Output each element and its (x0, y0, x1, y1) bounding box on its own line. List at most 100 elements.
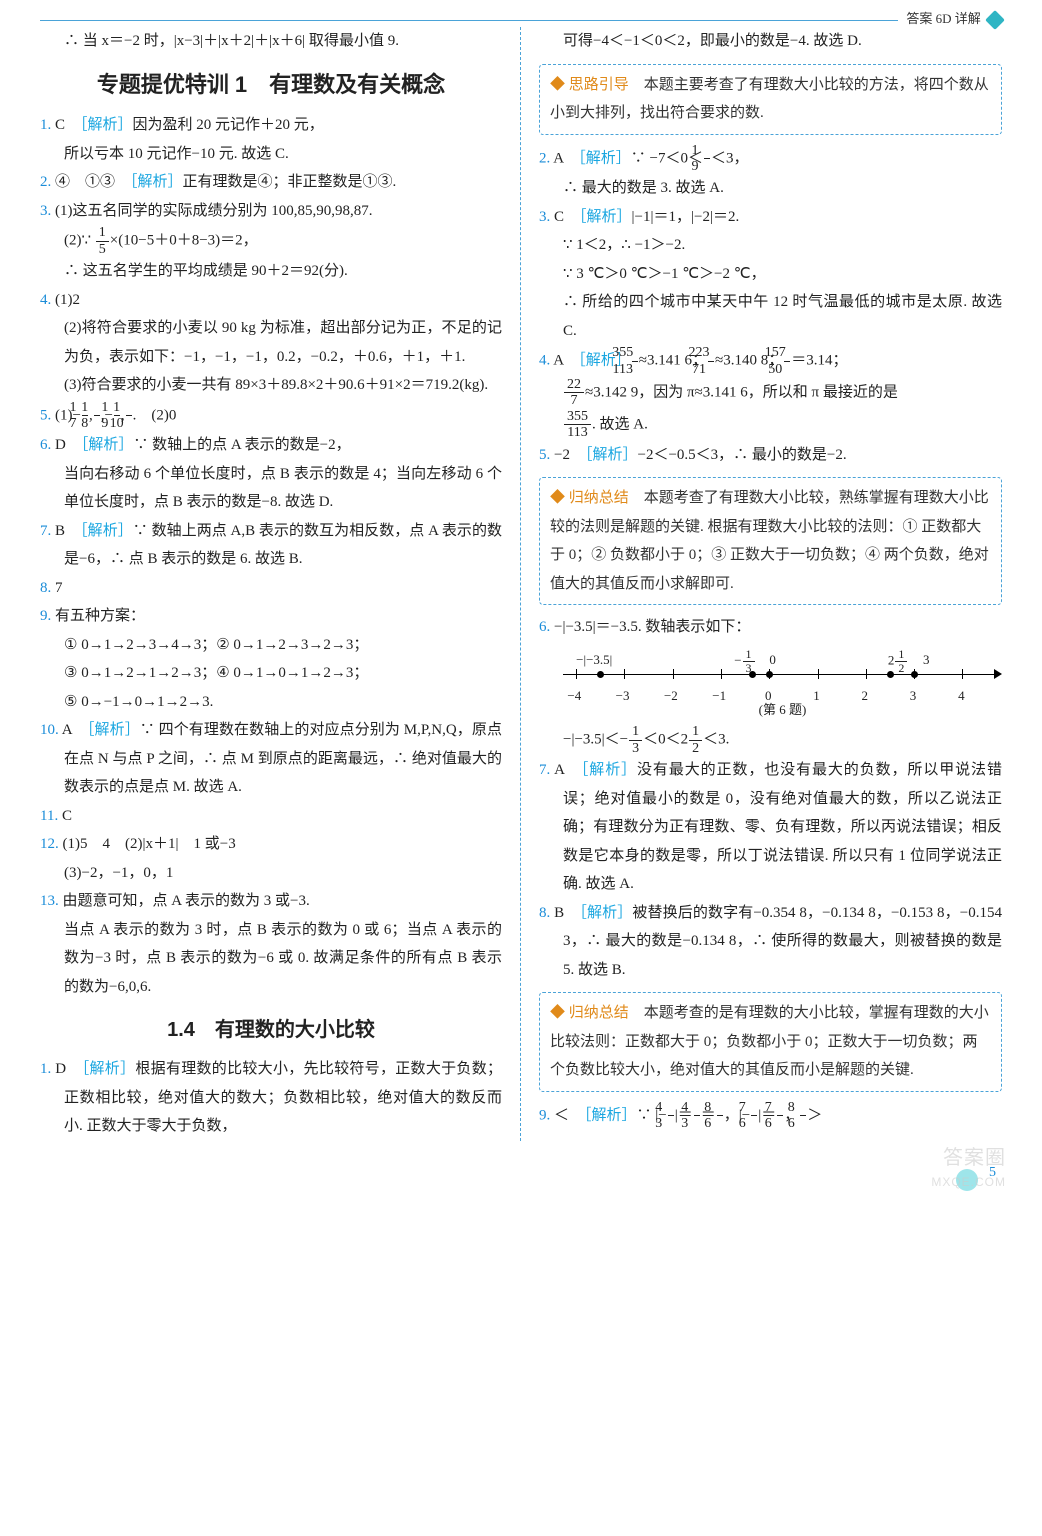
q11-num: 11. (40, 808, 58, 824)
q13-t1: 由题意可知，点 A 表示的数为 3 或−3. (63, 893, 310, 909)
r3-2: ∵ 1＜2，∴ −1＞−2. (539, 231, 1002, 260)
q3-t1: (1)这五名同学的实际成绩分别为 100,85,90,98,87. (55, 203, 373, 219)
analysis-label: ［解析］ (80, 523, 133, 539)
frac: 86 (717, 1100, 723, 1132)
s1: 1. D ［解析］根据有理数的比较大小，先比较符号，正数大于负数；正数相比较，绝… (40, 1055, 502, 1141)
frac: 43 (668, 1100, 674, 1132)
frac-1-5: 15 (96, 225, 109, 257)
pre-line: ∴ 当 x＝−2 时，|x−3|＋|x＋2|＋|x＋6| 取得最小值 9. (40, 27, 502, 56)
q3-t2b: ×(10−5＋0＋8−3)＝2， (110, 233, 258, 249)
frac: 355113 (632, 345, 638, 377)
frac: 76 (777, 1100, 783, 1132)
frac: 18 (94, 400, 100, 432)
q9-2: ③ 0→1→2→1→2→3；④ 0→1→0→1→2→3； (40, 659, 502, 688)
analysis-label: ［解析］ (584, 1107, 637, 1123)
q6-ans: D (55, 437, 66, 453)
analysis-label: ［解析］ (578, 150, 631, 166)
watermark: 答案圈MXQE.COM (931, 1147, 1006, 1191)
r4-ans: A (553, 353, 563, 369)
box-lead: ◆ 归纳总结 (550, 490, 629, 506)
section-title-1: 专题提优特训 1 有理数及有关概念 (40, 64, 502, 106)
frac: 355113 (564, 409, 591, 441)
q6-t2: 当向右移动 6 个单位长度时，点 B 表示的数是 4；当向左移动 6 个单位长度… (40, 460, 502, 517)
q3-num: 3. (40, 203, 51, 219)
analysis-label: ［解析］ (81, 437, 134, 453)
number-line: −|−3.5| −13 0 212 3 (539, 648, 1002, 723)
analysis-label: ［解析］ (579, 905, 632, 921)
r3-ans: C (554, 209, 564, 225)
r4-t1c: ＝3.14； (791, 353, 847, 369)
q5-num: 5. (40, 407, 51, 423)
q1-num: 1. (40, 117, 51, 133)
q10-num: 10. (40, 722, 59, 738)
q9: 9. 有五种方案： (40, 602, 502, 631)
left-column: ∴ 当 x＝−2 时，|x−3|＋|x＋2|＋|x＋6| 取得最小值 9. 专题… (40, 27, 521, 1141)
q2: 2. ④ ①③ ［解析］正有理数是④；非正整数是①③. (40, 168, 502, 197)
r3: 3. C ［解析］|−1|＝1，|−2|＝2. (539, 203, 1002, 232)
section-title-2: 1.4 有理数的大小比较 (40, 1011, 502, 1049)
s1-num: 1. (40, 1061, 51, 1077)
r7-num: 7. (539, 762, 550, 778)
q3-t2a: (2)∵ (64, 233, 95, 249)
q1-t1: 因为盈利 20 元记作＋20 元， (133, 117, 324, 133)
q4-1: 4. (1)2 (40, 286, 502, 315)
hint-box-3: ◆ 归纳总结 本题考查的是有理数的大小比较，掌握有理数的大小比较法则：正数都大于… (539, 992, 1002, 1092)
q5: 5. (1)−17,18,−19,110. (2)0 (40, 400, 502, 432)
analysis-label: ［解析］ (82, 1061, 136, 1077)
q3-1: 3. (1)这五名同学的实际成绩分别为 100,85,90,98,87. (40, 197, 502, 226)
r3-num: 3. (539, 209, 550, 225)
r3-t1: |−1|＝1，|−2|＝2. (632, 209, 740, 225)
header-rule: 答案 6D 详解 (40, 20, 1002, 21)
r6-2: −|−3.5|＜−13＜0＜212＜3. (539, 724, 1002, 756)
two-column-layout: ∴ 当 x＝−2 时，|x−3|＋|x＋2|＋|x＋6| 取得最小值 9. 专题… (40, 27, 1002, 1141)
r5-num: 5. (539, 447, 550, 463)
r4-t2: ≈3.142 9，因为 π≈3.141 6，所以和 π 最接近的是 (585, 384, 898, 400)
q1-t2: 所以亏本 10 元记作−10 元. 故选 C. (40, 140, 502, 169)
q1: 1. C ［解析］因为盈利 20 元记作＋20 元， (40, 111, 502, 140)
frac: 15750 (784, 345, 790, 377)
q6-num: 6. (40, 437, 51, 453)
q4-3: (3)符合要求的小麦一共有 89×3＋89.8×2＋90.6＋91×2＝719.… (40, 371, 502, 400)
analysis-label: ［解析］ (579, 209, 632, 225)
frac: 110 (126, 400, 132, 432)
q4-2: (2)将符合要求的小麦以 90 kg 为标准，超出部分记为正，不足的记为负，表示… (40, 314, 502, 371)
hint-box-2: ◆ 归纳总结 本题考查了有理数大小比较，熟练掌握有理数大小比较的法则是解题的关键… (539, 477, 1002, 605)
q3-3: ∴ 这五名学生的平均成绩是 90＋2＝92(分). (40, 257, 502, 286)
r9-ans: ＜ (554, 1107, 569, 1123)
hint-box-1: ◆ 思路引导 本题主要考查了有理数大小比较的方法，将四个数从小到大排列，找出符合… (539, 64, 1002, 135)
r2-ans: A (553, 150, 563, 166)
box-lead: ◆ 思路引导 (550, 77, 629, 93)
frac: 13 (629, 724, 642, 756)
q11-t: C (62, 808, 72, 824)
r9-num: 9. (539, 1107, 550, 1123)
r4-num: 4. (539, 353, 550, 369)
r2: 2. A ［解析］∵ −7＜0＜19＜3， (539, 143, 1002, 175)
analysis-label: ［解析］ (87, 722, 140, 738)
frac: 19 (704, 143, 710, 175)
analysis-label: ［解析］ (585, 447, 638, 463)
q13-num: 13. (40, 893, 59, 909)
r4-t3: . 故选 A. (592, 416, 648, 432)
r5: 5. −2 ［解析］−2＜−0.5＜3，∴ 最小的数是−2. (539, 441, 1002, 470)
r4-3: 355113. 故选 A. (539, 409, 1002, 441)
analysis-label: ［解析］ (80, 117, 133, 133)
r6-t1: −|−3.5|＝−3.5. 数轴表示如下： (554, 619, 750, 635)
r6-1: 6. −|−3.5|＝−3.5. 数轴表示如下： (539, 613, 1002, 642)
q2-ans: ④ ①③ (55, 174, 115, 190)
r8-num: 8. (539, 905, 550, 921)
q10: 10. A ［解析］∵ 四个有理数在数轴上的对应点分别为 M,P,N,Q，原点在… (40, 716, 502, 802)
header-label: 答案 6D 详解 (898, 7, 1002, 32)
q7: 7. B ［解析］∵ 数轴上两点 A,B 表示的数互为相反数，点 A 表示的数是… (40, 517, 502, 574)
frac: 76 (751, 1100, 757, 1132)
r8-ans: B (554, 905, 564, 921)
q6: 6. D ［解析］∵ 数轴上的点 A 表示的数是−2， (40, 431, 502, 460)
r2-2: ∴ 最大的数是 3. 故选 A. (539, 174, 1002, 203)
q9-1: ① 0→1→2→3→4→3；② 0→1→2→3→2→3； (40, 631, 502, 660)
right-column: 可得−4＜−1＜0＜2，即最小的数是−4. 故选 D. ◆ 思路引导 本题主要考… (521, 27, 1002, 1141)
r9: 9. ＜ ［解析］∵ |−43|＝43＝86，|−76|＝76，86＞ (539, 1100, 1002, 1132)
s1-ans: D (55, 1061, 66, 1077)
q12-t1: (1)5 4 (2)|x＋1| 1 或−3 (63, 836, 236, 852)
q8-t: 7 (55, 580, 63, 596)
frac: 227 (564, 377, 584, 409)
q9-t0: 有五种方案： (55, 608, 145, 624)
